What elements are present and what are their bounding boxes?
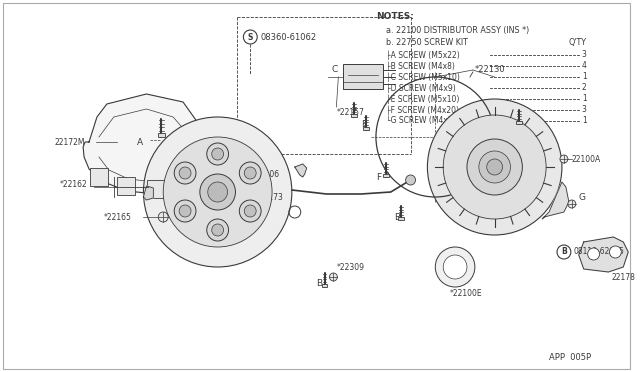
FancyBboxPatch shape [147, 180, 165, 198]
Circle shape [208, 182, 228, 202]
Polygon shape [363, 126, 369, 130]
Text: APP  005P: APP 005P [549, 353, 591, 362]
Polygon shape [83, 94, 200, 193]
Text: F: F [376, 173, 381, 182]
Polygon shape [579, 237, 628, 272]
Polygon shape [295, 164, 307, 177]
Text: Q'TY: Q'TY [569, 38, 587, 47]
Text: 22178: 22178 [611, 273, 636, 282]
Text: *22173: *22173 [255, 192, 283, 202]
Text: *22165: *22165 [104, 212, 132, 221]
Text: b. 22750 SCREW KIT: b. 22750 SCREW KIT [386, 38, 468, 47]
Circle shape [179, 205, 191, 217]
Text: ├D SCREW (M4x9): ├D SCREW (M4x9) [386, 83, 456, 93]
Polygon shape [516, 121, 522, 124]
Circle shape [207, 219, 228, 241]
Text: 1: 1 [582, 116, 586, 125]
Circle shape [435, 247, 475, 287]
Text: 22173J: 22173J [193, 167, 219, 176]
Text: *22309: *22309 [337, 263, 364, 272]
Text: B: B [317, 279, 323, 289]
Circle shape [609, 246, 621, 258]
Circle shape [467, 139, 522, 195]
Text: 22406: 22406 [255, 170, 280, 179]
Text: ├F SCREW (M4x20): ├F SCREW (M4x20) [386, 105, 459, 115]
Text: *22162: *22162 [60, 180, 87, 189]
Text: S: S [248, 32, 253, 42]
Text: 2: 2 [582, 83, 586, 92]
Text: *22100E: *22100E [450, 289, 483, 298]
Circle shape [244, 205, 256, 217]
Text: *22130: *22130 [475, 64, 506, 74]
Circle shape [588, 248, 600, 260]
Text: 1: 1 [582, 72, 586, 81]
Text: 4: 4 [582, 61, 587, 70]
Circle shape [479, 151, 511, 183]
Text: 22172M: 22172M [54, 138, 85, 147]
Circle shape [243, 30, 257, 44]
Text: 3: 3 [582, 50, 587, 59]
Circle shape [557, 245, 571, 259]
FancyBboxPatch shape [116, 177, 134, 195]
Text: 1: 1 [582, 94, 586, 103]
Circle shape [174, 200, 196, 222]
Text: B: B [394, 212, 400, 221]
Circle shape [239, 200, 261, 222]
FancyBboxPatch shape [171, 171, 189, 189]
Circle shape [428, 99, 562, 235]
Text: D: D [527, 119, 534, 128]
Text: B: B [561, 247, 567, 257]
Circle shape [212, 224, 223, 236]
Circle shape [207, 143, 228, 165]
Circle shape [330, 273, 337, 281]
Circle shape [560, 155, 568, 163]
Circle shape [158, 212, 168, 222]
Circle shape [200, 174, 236, 210]
FancyBboxPatch shape [90, 168, 108, 186]
Polygon shape [157, 132, 165, 137]
Text: A: A [136, 138, 143, 147]
Text: ├B SCREW (M4x8): ├B SCREW (M4x8) [386, 61, 454, 71]
Circle shape [406, 175, 415, 185]
Text: G: G [579, 192, 586, 202]
Text: ├C SCREW (M5x10): ├C SCREW (M5x10) [386, 72, 460, 81]
Text: 08360-61062: 08360-61062 [260, 32, 316, 42]
Polygon shape [383, 173, 389, 177]
Circle shape [174, 162, 196, 184]
Text: └G SCREW (M4x10): └G SCREW (M4x10) [386, 116, 460, 125]
Text: ├E SCREW (M5x10): ├E SCREW (M5x10) [386, 94, 460, 103]
Circle shape [444, 255, 467, 279]
Polygon shape [397, 217, 404, 220]
Circle shape [444, 115, 546, 219]
Polygon shape [143, 186, 154, 200]
Circle shape [568, 200, 576, 208]
Circle shape [487, 159, 502, 175]
Text: a. 22100 DISTRIBUTOR ASSY (INS *): a. 22100 DISTRIBUTOR ASSY (INS *) [386, 26, 529, 35]
Text: C: C [332, 64, 338, 74]
FancyBboxPatch shape [343, 64, 383, 89]
Text: ├A SCREW (M5x22): ├A SCREW (M5x22) [386, 50, 460, 60]
Text: 3: 3 [582, 105, 587, 114]
Polygon shape [542, 182, 569, 219]
Polygon shape [321, 283, 328, 287]
Circle shape [179, 167, 191, 179]
Text: E: E [361, 119, 367, 128]
Text: NOTES:: NOTES: [376, 12, 414, 21]
Polygon shape [351, 113, 357, 117]
Circle shape [143, 117, 292, 267]
Text: 08110-62025: 08110-62025 [574, 247, 625, 257]
Text: 22100A: 22100A [572, 154, 601, 164]
Circle shape [212, 148, 223, 160]
Circle shape [163, 137, 272, 247]
Text: *22157: *22157 [337, 108, 364, 116]
Circle shape [239, 162, 261, 184]
Circle shape [244, 167, 256, 179]
